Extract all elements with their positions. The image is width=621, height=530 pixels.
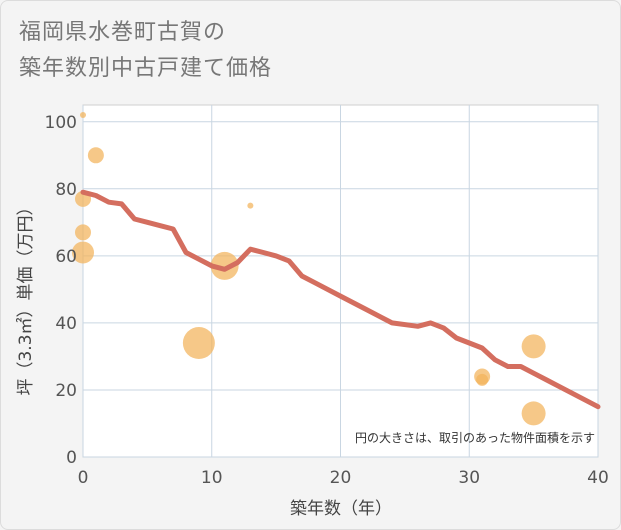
y-tick-label: 0 [66,448,77,468]
trend-line-group [80,189,601,410]
bubble [75,224,91,241]
x-tick-label: 30 [458,468,480,488]
bubble [80,112,86,119]
bubble [521,401,546,426]
x-tick-label: 40 [587,468,609,488]
x-tick-labels: 0 10 20 30 40 [78,468,609,488]
bubble [521,334,546,359]
y-tick-label: 60 [55,247,77,267]
y-tick-label: 40 [55,314,77,334]
x-tick-label: 10 [201,468,223,488]
grid-lines [82,105,599,458]
title-line-2: 築年数別中古戸建て価格 [19,56,273,81]
y-tick-labels: 0 20 40 60 80 100 [45,113,77,468]
y-tick-label: 100 [45,113,77,133]
y-tick-label: 80 [55,180,77,200]
bubble [87,147,104,164]
bubble [476,373,489,386]
x-axis-title: 築年数（年） [290,499,392,519]
bubble-size-note: 円の大きさは、取引のあった物件面積を示す [355,430,595,445]
bubble [247,202,254,209]
title-line-1: 福岡県水巻町古賀の [19,20,227,45]
trend-line [80,189,601,410]
chart-title: 福岡県水巻町古賀の 築年数別中古戸建て価格 [19,15,272,87]
bubble [72,241,94,264]
bubble [210,251,239,280]
x-tick-label: 20 [330,468,352,488]
x-tick-label: 0 [78,468,89,488]
y-tick-label: 20 [55,381,77,401]
y-axis-title: 坪（3.3㎡）単価（万円） [16,198,36,395]
bubbles [72,112,546,426]
bubble [182,327,215,360]
